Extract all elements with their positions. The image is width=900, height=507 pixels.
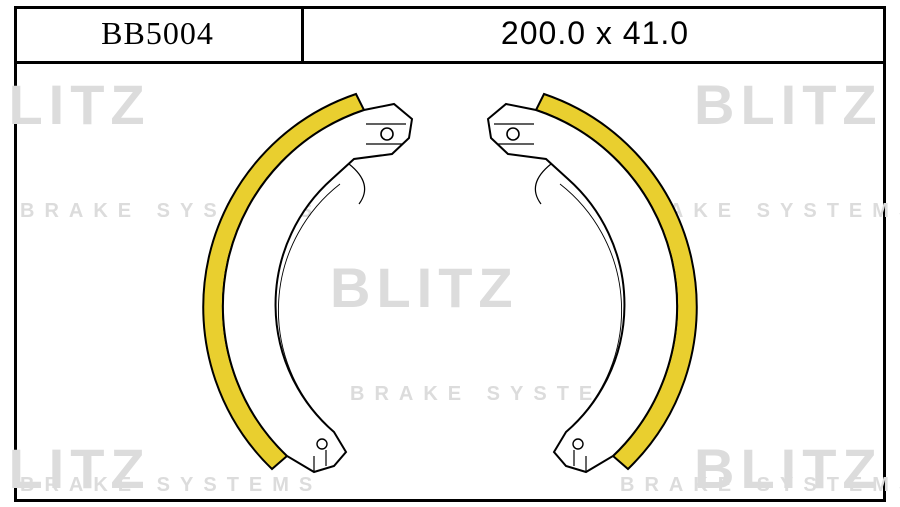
right-brake-shoe	[488, 94, 697, 472]
left-brake-shoe	[203, 94, 412, 472]
dimensions-cell: 200.0 x 41.0	[304, 6, 886, 61]
header-row: BB5004 200.0 x 41.0	[14, 6, 886, 64]
part-number: BB5004	[101, 15, 214, 52]
brake-shoe-diagram	[14, 64, 886, 502]
dimensions: 200.0 x 41.0	[501, 15, 689, 52]
brake-shoe-svg	[14, 64, 886, 502]
part-number-cell: BB5004	[14, 6, 304, 61]
